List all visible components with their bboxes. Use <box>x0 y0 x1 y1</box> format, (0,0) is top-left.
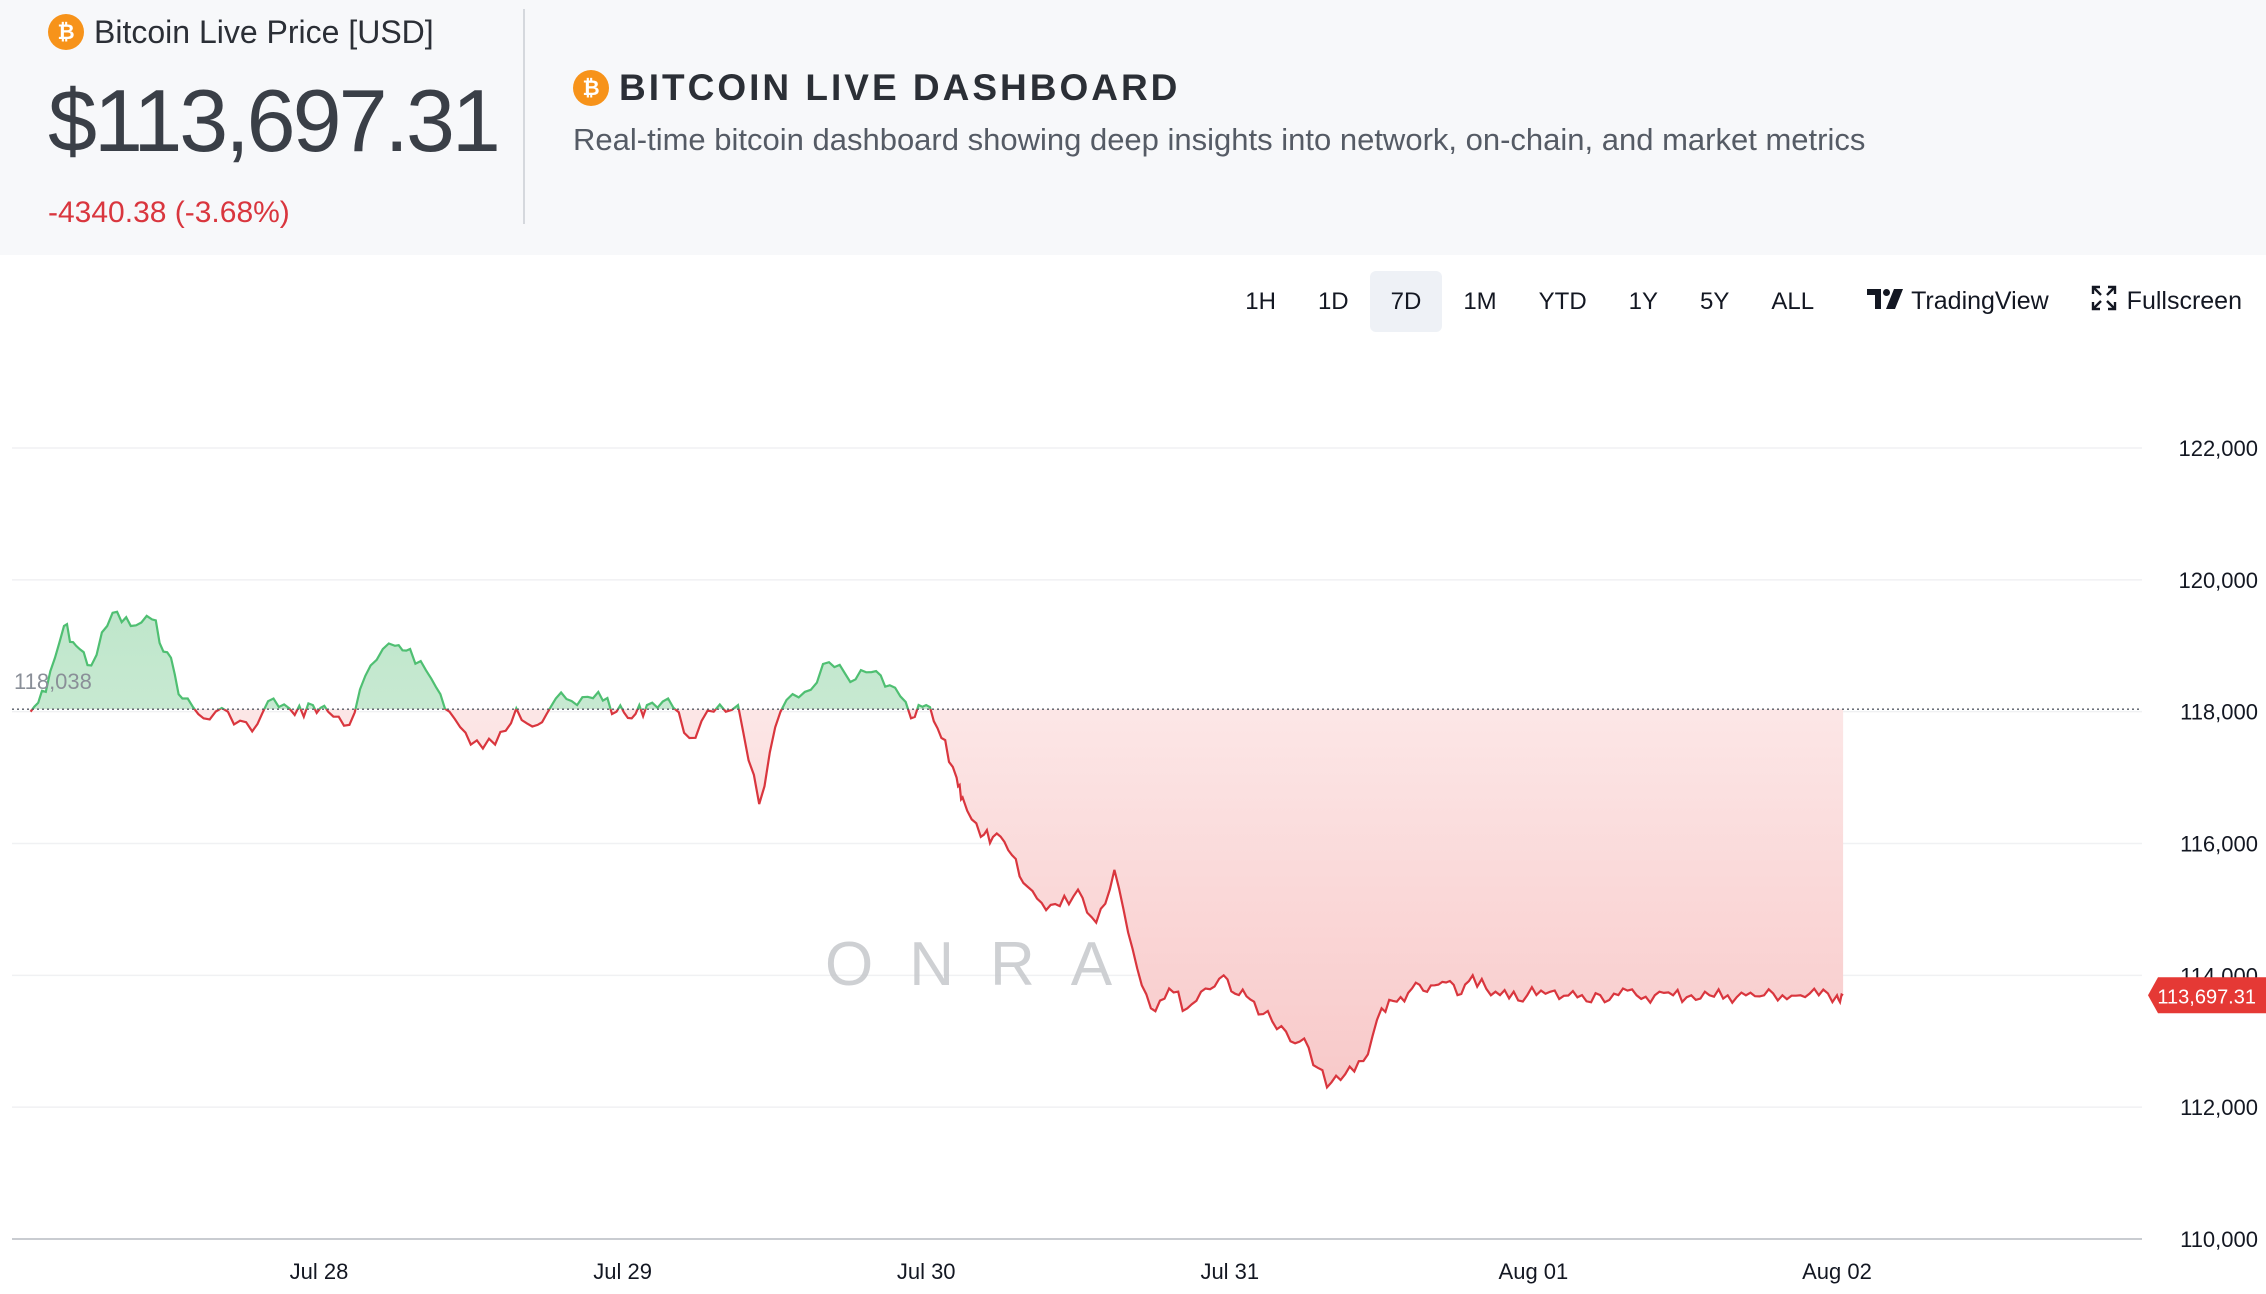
x-tick-label: Aug 01 <box>1499 1259 1569 1284</box>
x-tick-label: Aug 02 <box>1802 1259 1872 1284</box>
y-tick-label: 116,000 <box>2180 832 2258 857</box>
header: ₿ Bitcoin Live Price [USD] $113,697.31 -… <box>0 0 2266 255</box>
bitcoin-icon: ₿ <box>48 14 84 50</box>
last-price-label: 113,697.31 <box>2157 986 2256 1008</box>
y-tick-label: 120,000 <box>2178 568 2258 593</box>
x-tick-label: Jul 30 <box>897 1259 956 1284</box>
x-tick-label: Jul 28 <box>290 1259 349 1284</box>
y-tick-label: 110,000 <box>2180 1227 2258 1252</box>
fullscreen-icon <box>2091 285 2117 318</box>
dashboard-title: BITCOIN LIVE DASHBOARD <box>619 67 1181 108</box>
timeframe-1d-button[interactable]: 1D <box>1317 287 1349 315</box>
price-title: Bitcoin Live Price [USD] <box>94 13 434 50</box>
bitcoin-icon: ₿ <box>573 70 609 106</box>
last-price-tag <box>2148 977 2266 1014</box>
x-tick-label: Jul 29 <box>593 1259 652 1284</box>
timeframe-5y-button[interactable]: 5Y <box>1700 287 1730 315</box>
y-tick-label: 118,000 <box>2180 700 2258 725</box>
y-tick-label: 112,000 <box>2180 1095 2258 1120</box>
area-fill-down <box>30 709 1844 1088</box>
timeframe-1m-button[interactable]: 1M <box>1463 287 1497 315</box>
price-line-down <box>29 709 1844 1090</box>
fullscreen-label: Fullscreen <box>2126 287 2242 315</box>
dashboard-subtitle: Real-time bitcoin dashboard showing deep… <box>573 122 1866 157</box>
price-panel: ₿ Bitcoin Live Price [USD] $113,697.31 -… <box>48 14 518 229</box>
area-fill <box>30 611 1844 1088</box>
y-tick-label: 122,000 <box>2178 436 2258 461</box>
tradingview-label: TradingView <box>1911 287 2049 315</box>
axes: 110,000112,000114,000116,000118,000120,0… <box>12 436 2266 1284</box>
baseline-label: 118,038 <box>14 669 92 694</box>
timeframe-1y-button[interactable]: 1Y <box>1628 287 1659 315</box>
price-line <box>29 610 1844 1090</box>
timeframe-all-button[interactable]: ALL <box>1771 287 1815 315</box>
header-divider <box>523 9 525 224</box>
chart-toolbar: 1H 1D 7D 1M YTD 1Y 5Y ALL TradingView Fu… <box>1224 271 2242 332</box>
tradingview-button[interactable]: TradingView <box>1849 271 2067 332</box>
tradingview-logo-icon <box>1867 287 1904 316</box>
price-change: -4340.38 (-3.68%) <box>48 196 290 229</box>
timeframe-1h-button[interactable]: 1H <box>1245 287 1276 315</box>
dashboard-title-row: ₿ BITCOIN LIVE DASHBOARD <box>573 66 2213 110</box>
timeframe-7d-button[interactable]: 7D <box>1369 271 1443 332</box>
fullscreen-button[interactable]: Fullscreen <box>2091 271 2242 332</box>
dashboard-info: ₿ BITCOIN LIVE DASHBOARD Real-time bitco… <box>573 66 2213 158</box>
timeframe-ytd-button[interactable]: YTD <box>1538 287 1587 315</box>
current-price: $113,697.31 <box>48 71 501 170</box>
price-title-row: ₿ Bitcoin Live Price [USD] <box>48 14 518 50</box>
x-tick-label: Jul 31 <box>1200 1259 1259 1284</box>
